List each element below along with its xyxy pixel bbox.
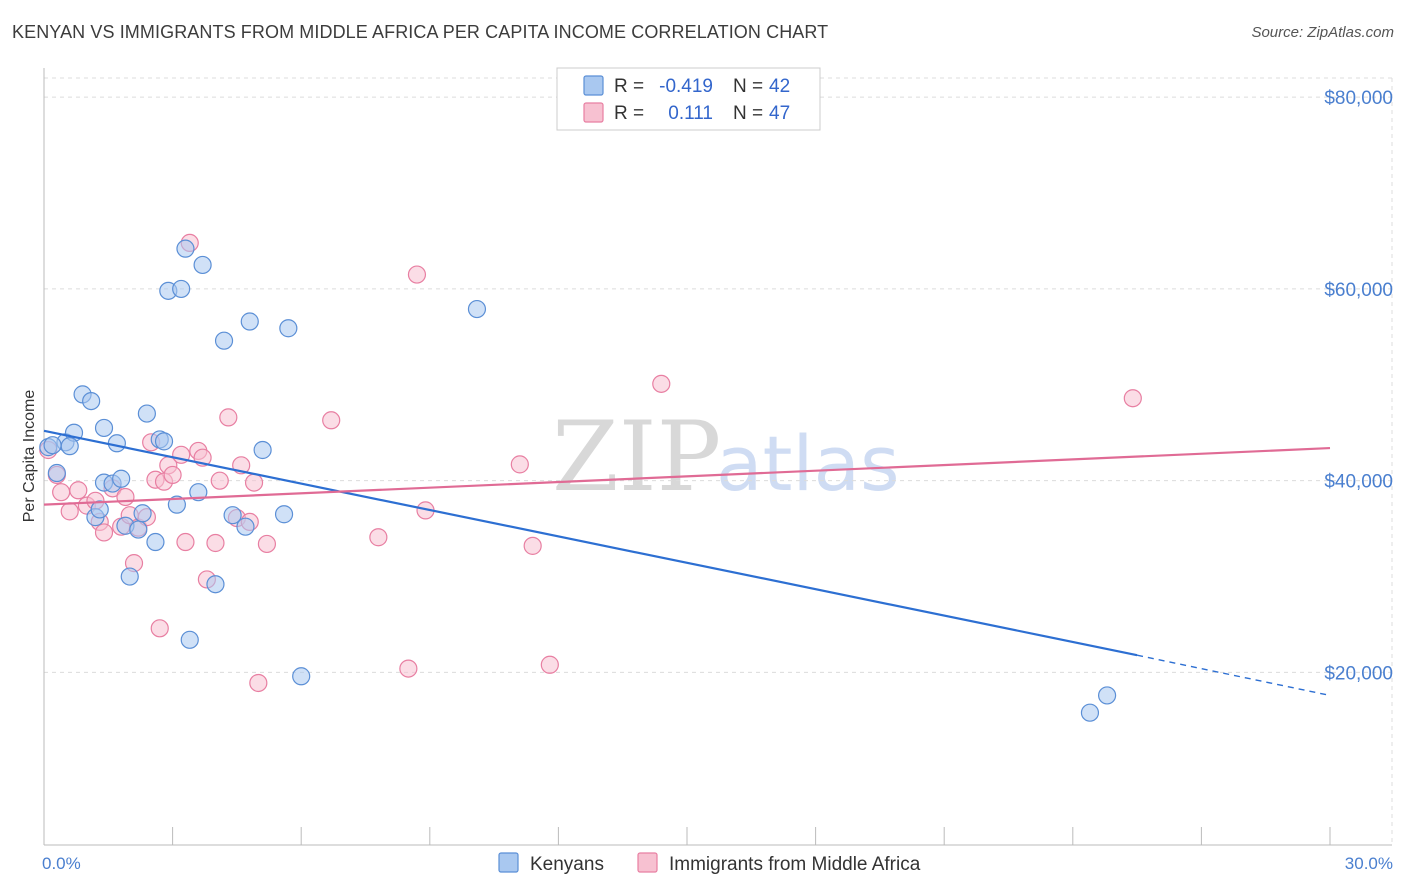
legend-r-label-kenyans: R = [614, 76, 644, 97]
kenyans-point-1 [47, 463, 66, 483]
immigrants-point-35 [257, 534, 277, 554]
trend-lines [43, 429, 1331, 697]
watermark-zip: ZIP [552, 401, 721, 513]
kenyans-point-25 [180, 630, 199, 649]
kenyans-point-22 [167, 495, 186, 514]
kenyans-point-31 [236, 517, 255, 536]
immigrants-point-38 [399, 659, 418, 678]
kenyans-point-39 [1097, 686, 1117, 705]
immigrants-point-33 [244, 473, 264, 492]
kenyans-point-12 [112, 469, 131, 488]
kenyans-point-33 [253, 440, 272, 460]
kenyans-point-9 [94, 418, 114, 438]
immigrants-point-28 [210, 471, 229, 490]
series-kenyans [39, 239, 1117, 722]
immigrants-point-17 [150, 619, 169, 638]
y-tick-label-0: $20,000 [1324, 663, 1393, 684]
legend-r-label-immigrants: R = [614, 103, 644, 124]
immigrants-point-39 [407, 265, 427, 284]
kenyans-point-5 [82, 391, 101, 411]
immigrants-point-10 [116, 487, 135, 507]
legend-n-value-kenyans: 42 [769, 76, 790, 97]
immigrants-point-7 [94, 523, 114, 542]
kenyans-point-29 [214, 331, 234, 350]
immigrants-point-34 [249, 673, 268, 693]
x-tick-min: 0.0% [42, 854, 81, 873]
kenyans-point-7 [90, 500, 109, 519]
legend-swatch-kenyans [583, 75, 604, 96]
kenyans-point-11 [107, 434, 126, 453]
kenyans-point-35 [279, 319, 298, 338]
kenyans-point-30 [223, 506, 242, 525]
immigrants-point-3 [69, 481, 88, 500]
chart-title: KENYAN VS IMMIGRANTS FROM MIDDLE AFRICA … [12, 22, 829, 42]
bottom-legend-swatch-immigrants [637, 852, 658, 873]
legend-n-label-kenyans: N = [733, 76, 763, 97]
kenyans-point-32 [240, 312, 259, 331]
immigrants-point-27 [206, 533, 225, 553]
bottom-legend-label-kenyans: Kenyans [530, 854, 604, 875]
series-legend: Kenyans Immigrants from Middle Africa [498, 852, 921, 875]
kenyans-trend-line [43, 429, 1138, 657]
correlation-legend: R = -0.419 N = 42 R = 0.111 N = 47 [556, 67, 821, 131]
kenyans-point-27 [193, 255, 212, 275]
immigrants-point-37 [369, 528, 388, 547]
legend-n-label-immigrants: N = [733, 103, 763, 124]
kenyans-point-24 [176, 239, 195, 258]
legend-r-value-kenyans: -0.419 [659, 76, 713, 97]
y-tick-label-2: $60,000 [1324, 280, 1393, 301]
immigrants-point-20 [163, 465, 182, 485]
immigrants-point-22 [176, 532, 195, 552]
y-tick-label-1: $40,000 [1324, 472, 1393, 493]
kenyans-point-18 [146, 532, 165, 552]
immigrants-point-2 [60, 502, 79, 521]
bottom-legend-swatch-kenyans [498, 852, 519, 873]
y-axis-label: Per Capita Income [21, 390, 38, 523]
kenyans-point-17 [137, 404, 156, 423]
bottom-legend-label-immigrants: Immigrants from Middle Africa [669, 854, 921, 875]
legend-swatch-immigrants [583, 102, 604, 123]
immigrants-point-1 [52, 483, 71, 502]
kenyans-point-14 [120, 567, 139, 586]
kenyans-point-26 [189, 483, 208, 502]
immigrants-point-29 [219, 408, 238, 427]
legend-n-value-immigrants: 47 [769, 103, 790, 124]
y-tick-label-3: $80,000 [1324, 88, 1393, 109]
immigrants-point-44 [652, 374, 671, 393]
watermark-atlas: atlas [716, 419, 900, 508]
y-tick-labels: $20,000 $40,000 $60,000 $80,000 [1324, 88, 1393, 684]
immigrants-point-42 [523, 536, 542, 555]
kenyans-point-37 [467, 299, 487, 319]
immigrants-trend-line [43, 446, 1331, 506]
x-tick-max: 30.0% [1345, 854, 1393, 873]
legend-r-value-immigrants: 0.111 [668, 103, 713, 124]
immigrants-point-41 [510, 455, 529, 474]
immigrants-point-43 [540, 655, 559, 674]
kenyans-point-41 [60, 437, 79, 456]
kenyans-point-20 [154, 432, 174, 451]
source-label: Source: ZipAtlas.com [1251, 24, 1394, 41]
immigrants-point-36 [322, 411, 341, 430]
kenyans-point-23 [172, 279, 191, 299]
kenyans-point-15 [129, 520, 148, 539]
kenyans-trend-extension [1136, 654, 1331, 697]
kenyans-point-36 [292, 667, 311, 686]
kenyans-point-40 [43, 436, 62, 455]
immigrants-point-45 [1123, 389, 1142, 408]
kenyans-point-16 [133, 504, 152, 523]
kenyans-point-34 [274, 505, 294, 524]
kenyans-point-38 [1080, 703, 1100, 722]
kenyans-point-28 [206, 575, 225, 594]
